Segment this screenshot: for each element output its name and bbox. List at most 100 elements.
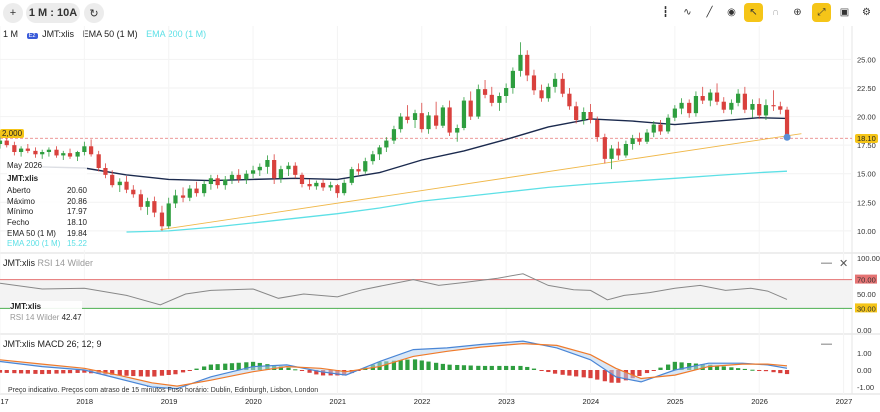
macd-histogram-bar bbox=[419, 360, 424, 370]
macd-histogram-bar bbox=[750, 369, 755, 371]
ema50-legend[interactable]: EMA 50 (1 M) bbox=[82, 29, 138, 39]
add-symbol-button[interactable]: + bbox=[3, 3, 23, 23]
candle-body bbox=[173, 195, 178, 204]
candle-body bbox=[244, 173, 249, 180]
macd-histogram-bar bbox=[40, 370, 45, 375]
indicators-button[interactable]: ∿ bbox=[678, 3, 697, 22]
rsi-tick-label: 30.00 bbox=[857, 304, 876, 313]
rsi-tick-label: 0.00 bbox=[857, 326, 872, 335]
price-tick-label: 25.00 bbox=[857, 55, 876, 64]
candle-body bbox=[412, 113, 418, 120]
fullscreen-button[interactable]: ⤢ bbox=[812, 3, 831, 22]
period-selector-button[interactable]: 1 M : 10A bbox=[26, 3, 80, 23]
candle-body bbox=[714, 92, 720, 102]
cursor-button[interactable]: ↖ bbox=[744, 3, 763, 22]
candles-button[interactable]: ┇ bbox=[656, 3, 675, 22]
candle-body bbox=[546, 86, 551, 99]
indicators-icon: ∿ bbox=[683, 7, 692, 18]
last-candle-marker bbox=[783, 133, 791, 141]
candle-body bbox=[525, 54, 530, 76]
candle-body bbox=[482, 89, 488, 95]
candle-body bbox=[750, 104, 755, 110]
cursor-icon: ↖ bbox=[749, 7, 758, 18]
info-row-open: Aberto 20.60 bbox=[7, 186, 87, 196]
rsi-close-button[interactable]: ✕ bbox=[839, 258, 849, 270]
candle-body bbox=[377, 147, 382, 155]
rsi-line bbox=[0, 273, 788, 306]
macd-histogram-bar bbox=[159, 370, 165, 376]
zoom-button[interactable]: ⊕ bbox=[788, 3, 807, 22]
candle-body bbox=[609, 148, 614, 159]
macd-histogram-bar bbox=[609, 370, 614, 383]
draw-line-button[interactable]: ╱ bbox=[700, 3, 719, 22]
macd-histogram-bar bbox=[208, 364, 213, 370]
candle-body bbox=[489, 94, 494, 103]
candle-body bbox=[468, 100, 473, 117]
candle-body bbox=[159, 212, 165, 227]
rsi-minimize-button[interactable]: — bbox=[821, 257, 832, 269]
candle-body bbox=[54, 149, 59, 156]
interval-label: 1 M bbox=[3, 29, 19, 39]
macd-histogram-bar bbox=[497, 365, 502, 370]
macd-histogram-bar bbox=[278, 366, 284, 370]
settings-button[interactable]: ⚙ bbox=[857, 3, 876, 22]
price-tick-label: 17.50 bbox=[857, 141, 876, 150]
macd-histogram-bar bbox=[320, 370, 326, 376]
macd-histogram-bar bbox=[651, 370, 656, 371]
eye-button[interactable]: ◉ bbox=[722, 3, 741, 22]
candle-body bbox=[602, 137, 607, 159]
candle-body bbox=[46, 149, 52, 152]
macd-histogram-bar bbox=[588, 370, 593, 379]
ema200-legend[interactable]: EMA 200 (1 M) bbox=[146, 29, 207, 39]
candle-body bbox=[82, 146, 87, 152]
candle-body bbox=[67, 153, 73, 157]
candle-body bbox=[286, 165, 291, 170]
macd-symbol: JMT:xlis bbox=[3, 339, 35, 349]
ema200-line bbox=[126, 170, 788, 233]
candle-body bbox=[588, 112, 593, 120]
macd-histogram-bar bbox=[468, 365, 473, 370]
refresh-button[interactable]: ↻ bbox=[84, 3, 104, 23]
macd-histogram-bar bbox=[250, 361, 256, 370]
candle-body bbox=[616, 148, 621, 156]
macd-histogram-bar bbox=[771, 370, 776, 373]
candle-body bbox=[25, 148, 30, 151]
price-tick-label: 10.00 bbox=[857, 227, 876, 236]
price-tick-label: 20.00 bbox=[857, 113, 876, 122]
macd-histogram-bar bbox=[482, 365, 488, 370]
camera-button[interactable]: ▣ bbox=[835, 3, 854, 22]
symbol-label[interactable]: JMT:xlis bbox=[42, 29, 75, 39]
candle-body bbox=[552, 78, 558, 87]
macd-histogram-bar bbox=[434, 362, 439, 370]
candle-body bbox=[757, 104, 762, 116]
candle-body bbox=[651, 124, 656, 133]
macd-histogram-bar bbox=[602, 370, 607, 382]
macd-histogram-bar bbox=[525, 366, 530, 370]
macd-minimize-button[interactable]: — bbox=[821, 338, 832, 350]
candle-body bbox=[272, 160, 277, 179]
candle-body bbox=[742, 93, 747, 110]
macd-histogram-bar bbox=[61, 370, 66, 374]
candle-body bbox=[320, 182, 326, 188]
info-symbol: JMT:xlis bbox=[7, 173, 39, 183]
macd-histogram-bar bbox=[736, 368, 741, 370]
rsi-symbol: JMT:xlis bbox=[3, 258, 35, 268]
magnet-button[interactable]: ∩ bbox=[766, 3, 785, 22]
macd-histogram-bar bbox=[124, 370, 129, 376]
rsi-band bbox=[0, 279, 852, 309]
macd-histogram-bar bbox=[117, 370, 122, 376]
macd-histogram-bar bbox=[138, 370, 143, 377]
info-row-high: Máximo 20.86 bbox=[7, 196, 87, 206]
year-tick-label: 2027 bbox=[836, 397, 853, 406]
candle-body bbox=[447, 107, 452, 133]
macd-histogram-bar bbox=[4, 370, 9, 373]
macd-histogram-bar bbox=[455, 364, 460, 370]
candle-body bbox=[721, 101, 726, 110]
candle-body bbox=[679, 102, 684, 109]
macd-histogram-bar bbox=[504, 365, 509, 370]
macd-histogram-bar bbox=[244, 362, 249, 370]
macd-histogram-bar bbox=[314, 370, 319, 375]
candle-body bbox=[124, 181, 129, 190]
macd-histogram-bar bbox=[658, 367, 663, 370]
